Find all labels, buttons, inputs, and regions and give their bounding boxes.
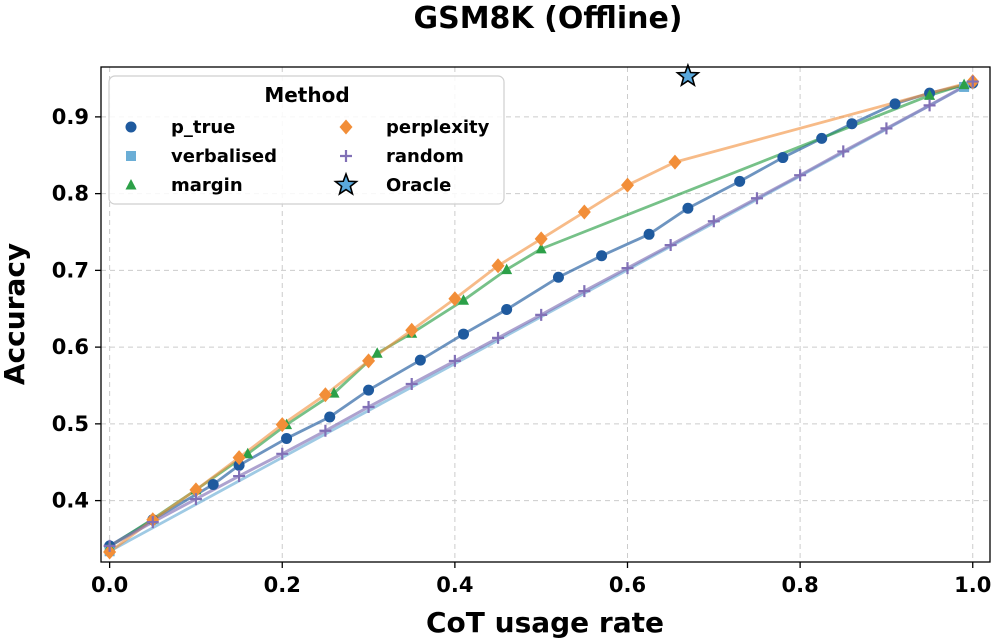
y-tick-label: 0.6 xyxy=(52,335,89,359)
data-point-random xyxy=(448,354,461,367)
legend-label-random: random xyxy=(386,146,464,167)
data-point-p-true xyxy=(414,354,426,366)
data-point-p-true xyxy=(207,478,219,490)
data-point-p-true xyxy=(643,228,655,240)
data-point-perplexity xyxy=(318,387,332,403)
chart-title: GSM8K (Offline) xyxy=(413,1,682,36)
data-point-p-true xyxy=(458,328,470,340)
data-point-perplexity xyxy=(405,322,419,338)
series-markers xyxy=(103,62,980,560)
data-point-perplexity xyxy=(577,204,591,220)
data-point-margin xyxy=(242,447,254,459)
legend-label-p-true: p_true xyxy=(171,117,235,138)
data-point-random xyxy=(664,239,677,252)
data-point-p-true xyxy=(501,304,513,316)
data-point-random xyxy=(621,262,634,275)
x-tick-label: 0.8 xyxy=(782,573,819,597)
x-tick-label: 0.2 xyxy=(264,573,301,597)
data-point-p-true xyxy=(846,118,858,130)
data-point-perplexity xyxy=(232,450,246,466)
data-point-perplexity xyxy=(189,482,203,498)
legend-label-verbalised: verbalised xyxy=(171,146,277,167)
x-tick-label: 0.4 xyxy=(436,573,473,597)
legend-title: Method xyxy=(264,83,349,107)
legend-marker-perplexity xyxy=(339,119,353,135)
data-point-margin xyxy=(501,263,513,275)
data-point-random xyxy=(189,493,202,506)
data-point-margin xyxy=(958,78,970,90)
data-point-random xyxy=(794,169,807,182)
data-point-perplexity xyxy=(362,353,376,369)
data-point-random xyxy=(837,145,850,158)
x-axis-label: CoT usage rate xyxy=(426,606,664,639)
legend-label-margin: margin xyxy=(171,175,243,196)
data-point-p-true xyxy=(889,98,901,110)
data-point-random xyxy=(578,285,591,298)
legend-label-oracle: Oracle xyxy=(386,175,451,196)
x-tick-label: 0.0 xyxy=(91,573,128,597)
legend: Method p_true verbalised margin perplexity r… xyxy=(108,75,505,205)
legend-marker-random xyxy=(340,150,352,162)
data-point-perplexity xyxy=(491,258,505,274)
data-point-p-true xyxy=(233,459,245,471)
data-point-perplexity xyxy=(103,544,117,560)
data-point-p-true xyxy=(552,271,564,283)
data-point-p-true xyxy=(734,175,746,187)
data-point-margin xyxy=(535,242,547,254)
y-tick-label: 0.7 xyxy=(52,258,89,282)
y-tick-label: 0.8 xyxy=(52,182,89,206)
data-point-perplexity xyxy=(275,417,289,433)
data-point-perplexity xyxy=(620,177,634,193)
data-point-random xyxy=(880,122,893,135)
data-point-random xyxy=(535,308,548,321)
plot-frame xyxy=(100,66,991,563)
y-tick-label: 0.9 xyxy=(52,105,89,129)
x-tick-label: 1.0 xyxy=(954,573,991,597)
data-point-random xyxy=(276,447,289,460)
data-point-random xyxy=(233,470,246,483)
y-tick-label: 0.4 xyxy=(52,489,89,513)
legend-marker-oracle xyxy=(333,171,359,196)
data-point-margin xyxy=(371,347,383,358)
data-point-random xyxy=(923,99,936,112)
legend-marker-p-true xyxy=(125,121,137,133)
data-point-p-true xyxy=(363,384,375,396)
data-point-perplexity xyxy=(448,291,462,307)
data-point-p-true xyxy=(777,152,789,164)
data-point-random xyxy=(103,539,116,552)
data-point-p-true xyxy=(324,411,336,423)
data-point-random xyxy=(319,424,332,437)
legend-label-perplexity: perplexity xyxy=(386,117,490,138)
data-point-perplexity xyxy=(534,231,548,247)
legend-box xyxy=(108,75,505,205)
data-point-p-true xyxy=(816,132,828,144)
data-point-random xyxy=(146,516,159,529)
y-tick-label: 0.5 xyxy=(52,412,89,436)
axis-ticks: 0.0 0.2 0.4 0.6 0.8 1.0 0.4 0.5 0.6 0.7 0.8 0.9 xyxy=(52,105,992,597)
data-point-random xyxy=(405,377,418,390)
x-tick-label: 0.6 xyxy=(609,573,646,597)
data-point-random xyxy=(966,75,979,88)
data-point-random xyxy=(362,400,375,413)
data-point-random xyxy=(492,331,505,344)
data-point-margin xyxy=(458,294,470,305)
data-point-random xyxy=(750,192,763,205)
data-point-perplexity xyxy=(668,154,682,170)
data-point-oracle xyxy=(675,62,701,87)
legend-marker-margin xyxy=(125,179,137,190)
data-point-margin xyxy=(924,89,936,100)
data-point-p-true xyxy=(281,432,293,444)
data-point-p-true xyxy=(682,202,694,214)
y-axis-label: Accuracy xyxy=(0,243,31,385)
data-point-p-true xyxy=(596,250,608,262)
legend-marker-verbalised xyxy=(126,151,136,161)
data-point-random xyxy=(707,215,720,228)
